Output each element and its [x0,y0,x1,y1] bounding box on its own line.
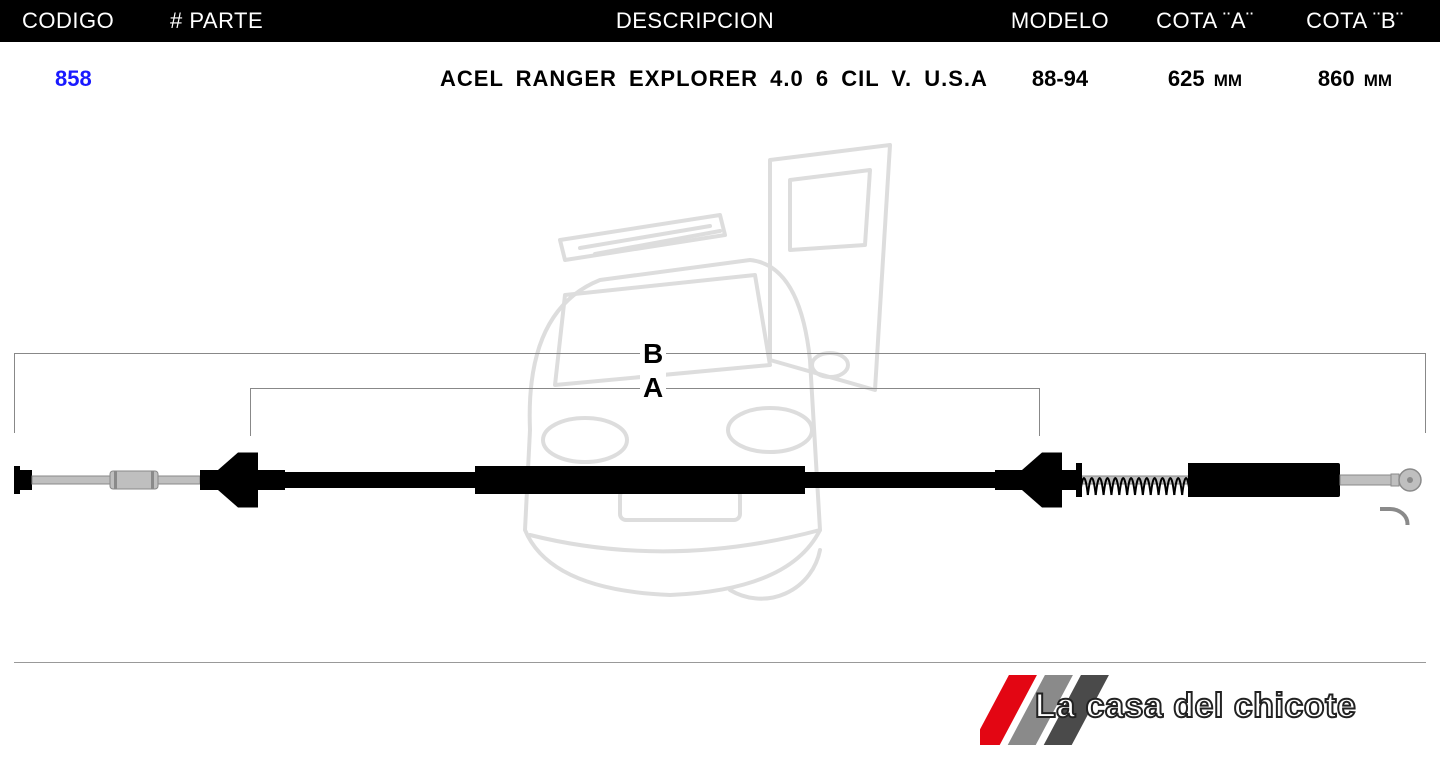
separator-line [14,662,1426,663]
cota-b-value: 860 [1318,66,1355,91]
dimension-label-b: B [640,338,666,370]
dimension-label-a: A [640,372,666,404]
cell-codigo: 858 [0,66,170,92]
header-cota-a: COTA ¨A¨ [1130,8,1280,34]
table-header: CODIGO # PARTE DESCRIPCION MODELO COTA ¨… [0,0,1440,42]
logo-text: La casa del chicote [1035,687,1356,726]
header-cota-b: COTA ¨B¨ [1280,8,1430,34]
header-codigo: CODIGO [0,8,170,34]
header-modelo: MODELO [990,8,1130,34]
brand-logo: La casa del chicote [980,673,1420,745]
cota-a-unit: MM [1214,71,1242,90]
cable-diagram [0,435,1440,525]
cell-cota-b: 860 MM [1280,66,1430,92]
cota-b-unit: MM [1364,71,1392,90]
header-descripcion: DESCRIPCION [400,8,990,34]
data-row: 858 ACEL RANGER EXPLORER 4.0 6 CIL V. U.… [0,42,1440,92]
header-parte: # PARTE [170,8,400,34]
cota-a-value: 625 [1168,66,1205,91]
cell-modelo: 88-94 [990,66,1130,92]
cell-cota-a: 625 MM [1130,66,1280,92]
cell-descripcion: ACEL RANGER EXPLORER 4.0 6 CIL V. U.S.A [400,66,990,92]
